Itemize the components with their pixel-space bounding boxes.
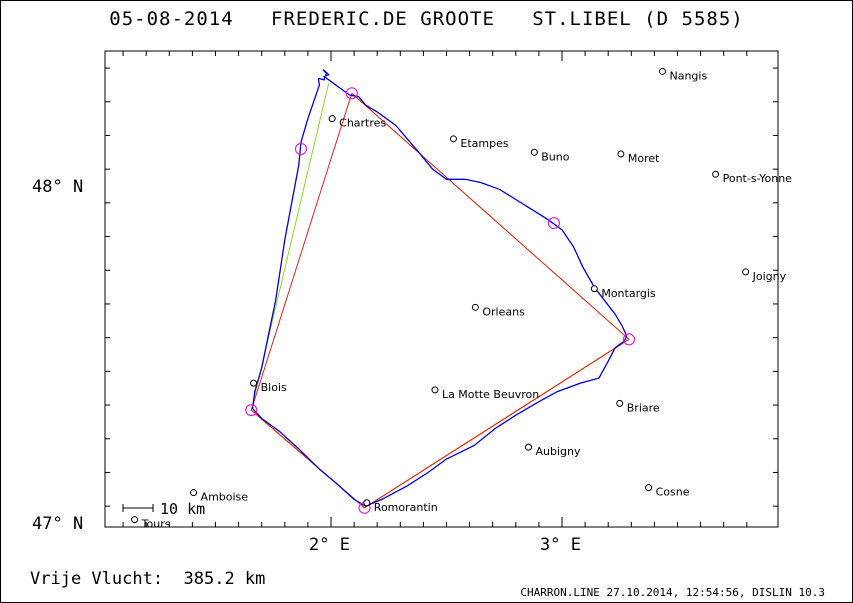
- city-label: Cosne: [656, 486, 690, 499]
- city-label: Joigny: [752, 270, 787, 283]
- city-marker: [645, 484, 653, 492]
- header-title: 05-08-2014 FREDERIC.DE GROOTE ST.LIBEL (…: [0, 8, 853, 30]
- turnpoints: [245, 87, 636, 514]
- city-marker: [431, 386, 439, 394]
- turnpoint-marker: [245, 404, 258, 417]
- city-marker: [190, 489, 198, 497]
- turnpoint-marker: [622, 333, 636, 346]
- city-marker: [530, 148, 538, 156]
- software-credit: CHARRON.LINE 27.10.2014, 12:54:56, DISLI…: [520, 586, 825, 599]
- city-label: Tours: [141, 518, 171, 531]
- task-line-green: [250, 83, 630, 509]
- city-label: Moret: [628, 152, 660, 165]
- city-label: Etampes: [460, 137, 508, 150]
- city-marker: [617, 150, 625, 158]
- scale-bar-label: 10 km: [160, 500, 205, 518]
- city-label: Nangis: [669, 69, 707, 82]
- turnpoint-marker: [547, 216, 561, 230]
- city-label: La Motte Beuvron: [442, 388, 539, 401]
- city-label: Pont-s-Yonne: [723, 172, 793, 185]
- flight-date: 05-08-2014: [109, 8, 234, 30]
- city-label: Blois: [261, 381, 287, 394]
- cities: Nangis Chartres Etampes Buno Moret Pont-s-Yon…: [131, 67, 793, 531]
- lat-label: 47° N: [32, 514, 83, 534]
- city-marker: [449, 135, 457, 143]
- city-marker: [590, 285, 598, 293]
- club-name: ST.LIBEL (D 5585): [532, 8, 744, 30]
- city-label: Romorantin: [374, 501, 438, 514]
- flight-track-line: [251, 69, 628, 507]
- city-marker: [471, 303, 479, 311]
- city-marker: [328, 115, 336, 123]
- city-label: Aubigny: [536, 445, 581, 458]
- city-label: Orleans: [482, 305, 525, 318]
- city-marker: [525, 443, 533, 451]
- city-label: Montargis: [601, 287, 656, 300]
- city-marker: [131, 516, 139, 524]
- city-label: Buno: [541, 150, 569, 163]
- city-marker: [712, 170, 720, 178]
- city-label: Amboise: [201, 491, 249, 504]
- flight-track: [251, 69, 628, 507]
- turnpoint-marker: [294, 142, 308, 156]
- city-marker: [658, 67, 666, 75]
- scale-bar: 10 km: [122, 500, 205, 518]
- map-ticks: [105, 51, 778, 527]
- city-marker: [250, 379, 258, 387]
- city-marker: [742, 268, 750, 276]
- lon-label: 2° E: [309, 535, 350, 555]
- city-marker: [616, 399, 624, 407]
- axis-labels: 48° N 47° N 2° E 3° E: [32, 177, 581, 555]
- lon-label: 3° E: [540, 535, 581, 555]
- city-label: Chartres: [339, 117, 386, 130]
- city-label: Briare: [627, 401, 660, 414]
- lat-label: 48° N: [32, 177, 83, 197]
- task-lines: [250, 83, 630, 509]
- city-marker: [363, 499, 371, 507]
- task-line-red: [250, 92, 630, 509]
- turnpoint-marker: [345, 87, 358, 100]
- free-flight-distance: Vrije Vlucht: 385.2 km: [30, 569, 266, 589]
- map-frame: [104, 50, 779, 528]
- pilot-name: FREDERIC.DE GROOTE: [271, 8, 495, 30]
- task-line-orange: [250, 338, 630, 509]
